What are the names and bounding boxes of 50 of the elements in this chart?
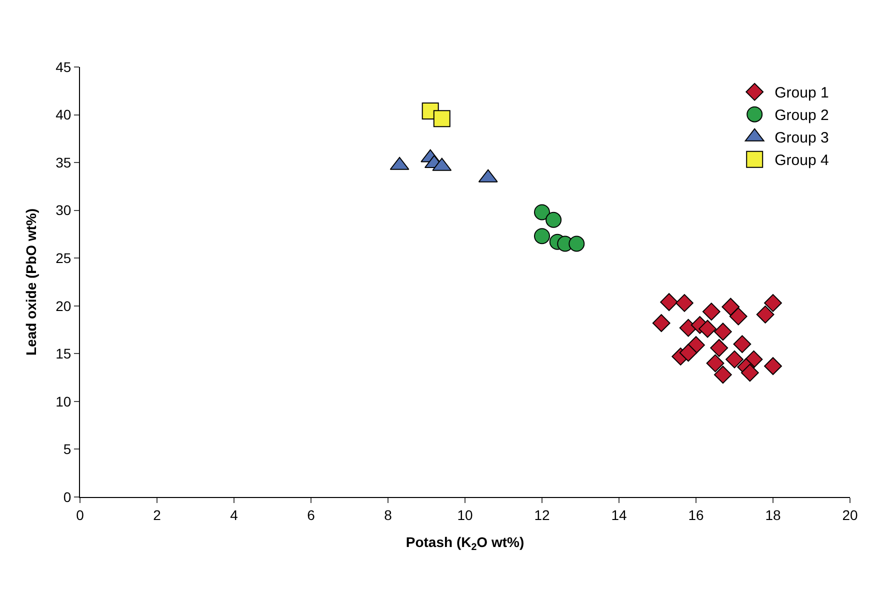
y-tick-label: 15 xyxy=(56,346,72,362)
x-tick-label: 18 xyxy=(765,506,781,523)
point xyxy=(722,298,740,316)
x-tick-label: 4 xyxy=(230,506,238,523)
point xyxy=(534,228,550,244)
x-tick-label: 10 xyxy=(457,506,473,523)
x-tick-label: 14 xyxy=(611,506,627,523)
y-tick-label: 0 xyxy=(63,488,72,505)
point xyxy=(714,366,732,384)
point xyxy=(714,322,732,341)
point xyxy=(726,350,744,368)
point xyxy=(710,338,728,357)
point xyxy=(706,354,724,372)
x-tick-label: 12 xyxy=(534,506,550,523)
y-tick-label: 45 xyxy=(56,58,72,75)
x-tick-label: 6 xyxy=(307,506,316,523)
point xyxy=(676,294,694,312)
y-tick-label: 40 xyxy=(56,106,72,123)
point xyxy=(740,364,759,382)
point xyxy=(546,212,562,228)
point xyxy=(729,307,748,326)
x-tick-label: 0 xyxy=(76,506,84,523)
legend-label: Group 4 xyxy=(774,152,829,170)
point xyxy=(652,314,670,332)
point xyxy=(756,306,774,324)
point xyxy=(698,320,716,338)
x-tick-label: 20 xyxy=(842,506,858,523)
y-tick-label: 10 xyxy=(56,393,72,410)
legend-label: Group 3 xyxy=(774,130,829,147)
y-tick-label: 5 xyxy=(63,441,72,458)
y-tick-label: 20 xyxy=(56,298,72,314)
point xyxy=(534,204,550,220)
point xyxy=(433,110,450,128)
x-tick-label: 8 xyxy=(384,506,392,523)
y-tick-label: 25 xyxy=(56,250,72,266)
point xyxy=(660,293,678,312)
point xyxy=(733,335,752,354)
point xyxy=(764,294,782,312)
point xyxy=(679,344,698,362)
legend-label: Group 1 xyxy=(774,84,829,102)
x-tick-label: 16 xyxy=(688,506,704,523)
y-tick-label: 30 xyxy=(56,202,72,218)
legend-label: Group 2 xyxy=(774,107,829,124)
y-axis-title: Lead oxide (PbO wt%) xyxy=(23,208,40,356)
x-tick-label: 2 xyxy=(153,506,162,523)
point xyxy=(702,302,720,321)
point xyxy=(764,357,782,376)
y-tick-label: 35 xyxy=(56,154,72,170)
point xyxy=(568,236,585,252)
x-axis-title: Potash (K$_{2}$O wt%) xyxy=(406,534,524,554)
